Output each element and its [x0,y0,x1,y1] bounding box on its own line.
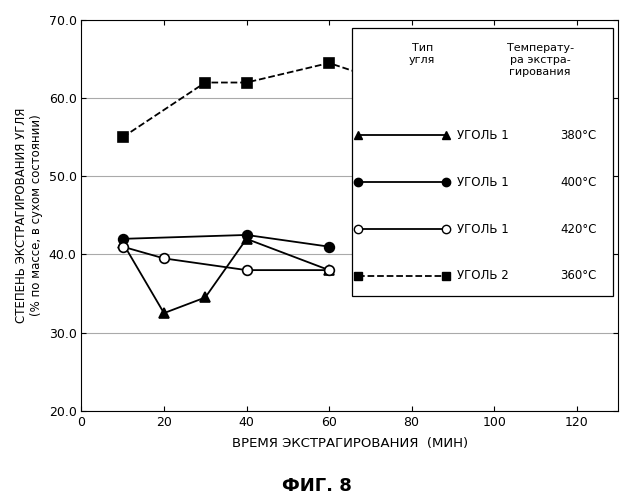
FancyBboxPatch shape [353,28,613,295]
Text: УГОЛЬ 1: УГОЛЬ 1 [457,222,509,235]
X-axis label: ВРЕМЯ ЭКСТРАГИРОВАНИЯ  (МИН): ВРЕМЯ ЭКСТРАГИРОВАНИЯ (МИН) [232,437,468,450]
Text: 420°C: 420°C [560,222,596,235]
Text: УГОЛЬ 2: УГОЛЬ 2 [457,270,509,282]
Y-axis label: СТЕПЕНЬ ЭКСТРАГИРОВАНИЯ УГЛЯ
(% по массе, в сухом состоянии): СТЕПЕНЬ ЭКСТРАГИРОВАНИЯ УГЛЯ (% по массе… [15,108,43,323]
Text: ФИГ. 8: ФИГ. 8 [282,477,351,495]
Text: 380°C: 380°C [560,129,596,142]
Text: Температу-
ра экстра-
гирования: Температу- ра экстра- гирования [506,44,573,76]
Text: 400°C: 400°C [560,176,596,188]
Text: УГОЛЬ 1: УГОЛЬ 1 [457,129,509,142]
Text: Тип
угля: Тип угля [409,44,436,65]
Text: 360°C: 360°C [560,270,596,282]
Text: УГОЛЬ 1: УГОЛЬ 1 [457,176,509,188]
